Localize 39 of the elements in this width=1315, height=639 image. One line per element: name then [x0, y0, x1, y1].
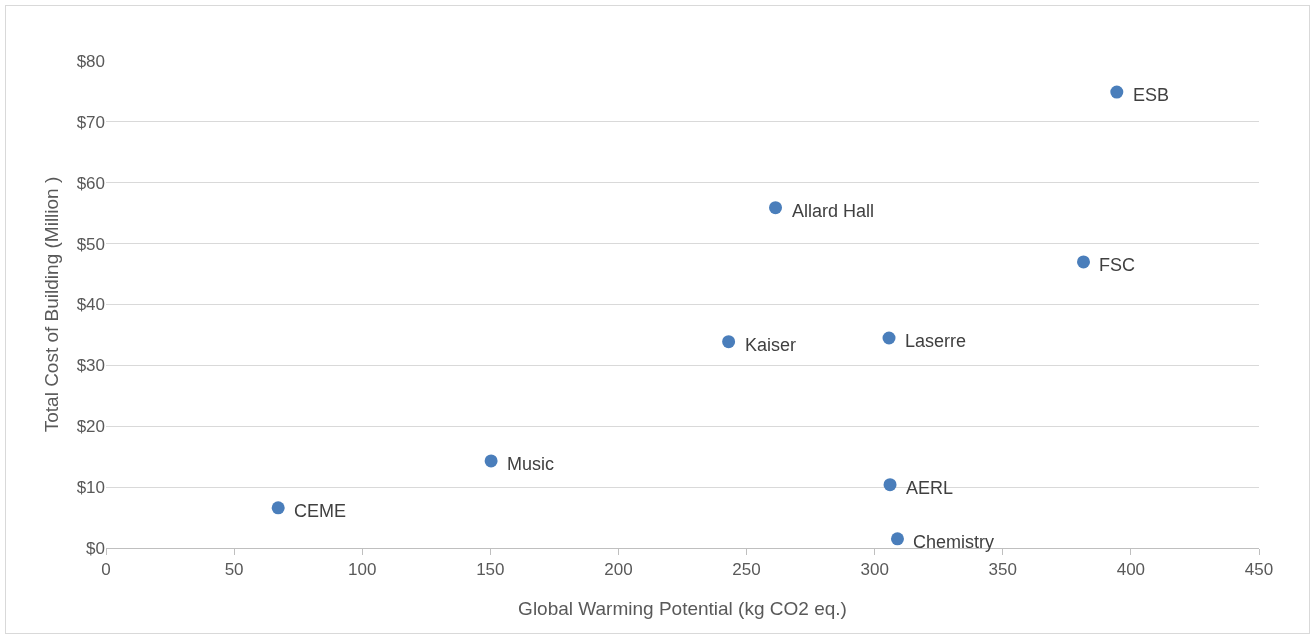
annotation: Music — [507, 454, 555, 474]
point — [1077, 255, 1090, 269]
y-tick-label: $0 — [86, 538, 105, 558]
point — [484, 454, 498, 468]
annotation: FSC — [1099, 255, 1135, 275]
y-tick-label: $70 — [76, 112, 105, 132]
annotation: Laserre — [905, 331, 967, 351]
point — [722, 335, 736, 349]
y-tick-label: $10 — [76, 478, 105, 498]
annotation: ESB — [1133, 85, 1170, 105]
y-tick-label: $60 — [76, 173, 105, 193]
point — [271, 501, 285, 515]
y-tick-label: $20 — [76, 417, 105, 437]
x-tick-label: 50 — [224, 560, 244, 580]
y-tick-label: $80 — [76, 51, 105, 71]
x-tick-label: 150 — [476, 560, 505, 580]
x-tick-label: 0 — [101, 560, 111, 580]
point — [883, 478, 897, 492]
point — [1110, 85, 1124, 99]
y-tick-label: $30 — [76, 356, 105, 376]
x-tick-label: 450 — [1244, 560, 1274, 580]
y-tick-label: $50 — [76, 234, 105, 254]
x-tick-label: 200 — [604, 560, 633, 580]
annotation: AERL — [906, 478, 954, 498]
x-tick-label: 250 — [732, 560, 761, 580]
annotation: Kaiser — [745, 335, 797, 355]
annotation: Chemistry — [913, 532, 995, 552]
point — [769, 201, 783, 215]
annotation: Allard Hall — [792, 201, 875, 221]
y-axis-title: Total Cost of Building (Million ) — [41, 176, 62, 433]
x-tick-label: 350 — [988, 560, 1017, 580]
annotation: CEME — [294, 501, 347, 521]
point — [890, 532, 904, 546]
x-tick-label: 100 — [348, 560, 377, 580]
point — [882, 331, 896, 345]
x-axis-title: Global Warming Potential (kg CO2 eq.) — [518, 598, 847, 619]
y-tick-label: $40 — [76, 295, 105, 315]
x-tick-label: 400 — [1116, 560, 1146, 580]
x-tick-label: 300 — [860, 560, 889, 580]
